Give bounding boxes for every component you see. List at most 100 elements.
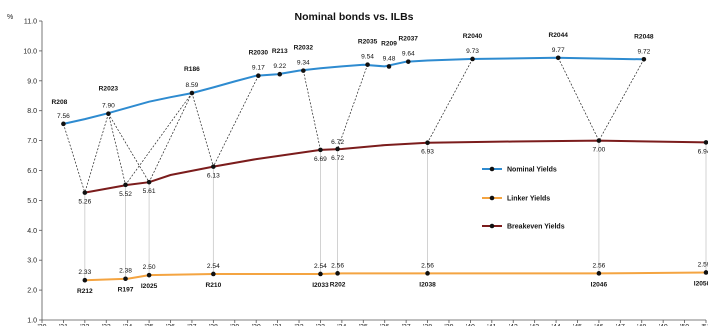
value-label: 5.26 (78, 199, 91, 206)
y-axis-label: % (7, 14, 13, 21)
dashed-connector (598, 59, 645, 141)
dashed-connector (302, 70, 321, 150)
x-tick-label: '50 (680, 324, 689, 326)
x-tick-label: '38 (423, 324, 432, 326)
bond-label: R208 (52, 99, 68, 106)
y-tick-label: 8.0 (27, 108, 37, 115)
x-tick-label: '27 (187, 324, 196, 326)
x-tick-label: '23 (102, 324, 111, 326)
x-tick-label: '45 (573, 324, 582, 326)
bond-label: R2040 (463, 33, 483, 40)
data-point (61, 121, 66, 127)
data-point (318, 271, 323, 277)
y-tick-label: 5.0 (27, 198, 37, 205)
data-point (123, 276, 128, 282)
value-label: 7.00 (592, 147, 605, 154)
value-label: 9.48 (383, 55, 396, 62)
data-point (703, 270, 708, 275)
value-label: 9.54 (361, 54, 374, 61)
legend-label: Breakeven Yields (507, 224, 565, 231)
x-tick-label: '20 (37, 324, 46, 326)
x-tick-label: '21 (59, 324, 68, 326)
value-label: 2.56 (592, 262, 605, 269)
data-point (82, 277, 88, 283)
bond-label: I2033 (312, 282, 329, 289)
value-label: 9.64 (402, 51, 415, 58)
dashed-connector (337, 64, 368, 150)
data-point (425, 271, 430, 276)
data-point (596, 271, 602, 276)
dashed-connector (84, 113, 109, 193)
x-tick-label: '33 (316, 324, 325, 326)
dashed-connector (557, 57, 600, 141)
dashed-connector (427, 58, 473, 143)
value-label: 5.61 (143, 188, 156, 195)
x-tick-label: '42 (509, 324, 518, 326)
data-point (256, 73, 261, 79)
x-tick-label: '22 (80, 324, 89, 326)
x-tick-label: '48 (637, 324, 646, 326)
data-markers (61, 55, 708, 283)
value-label: 2.54 (314, 263, 327, 270)
x-tick-label: '49 (659, 324, 668, 326)
dashed-connector (191, 92, 214, 167)
bond-label: R2048 (634, 33, 654, 40)
value-label: 6.13 (207, 173, 220, 180)
value-label: 9.77 (552, 47, 565, 54)
data-point (596, 138, 602, 143)
y-tick-label: 3.0 (27, 258, 37, 265)
legend: Nominal Yields Linker Yields Breakeven Yie… (482, 167, 565, 231)
data-point (470, 56, 475, 62)
bond-label: I2025 (141, 283, 158, 290)
value-label: 2.33 (78, 269, 91, 276)
value-label: 2.38 (119, 268, 132, 275)
value-label: 6.72 (331, 139, 344, 146)
x-tick-label: '26 (166, 324, 175, 326)
data-labels: 7.56 R208 7.90 R2023 8.59 R186 9.17 R2030 9.22 R2… (52, 32, 708, 295)
bond-label: R2032 (294, 45, 314, 52)
legend-marker (489, 166, 495, 172)
value-label: 7.90 (102, 103, 115, 110)
dashed-connector (148, 92, 193, 183)
bond-label: R209 (381, 40, 397, 47)
dashed-connector (63, 123, 86, 193)
data-point (555, 55, 561, 61)
bond-label: R213 (272, 48, 288, 55)
dashed-connector (108, 113, 150, 183)
bond-label: R212 (77, 288, 93, 295)
value-label: 5.52 (119, 191, 132, 198)
value-label: 2.56 (421, 262, 434, 269)
data-point (277, 71, 283, 77)
dashed-connector (125, 92, 193, 186)
x-tick-label: '36 (380, 324, 389, 326)
axes: 1.0 2.0 3.0 4.0 5.0 6.0 7.0 8.0 9.0 10.0 11.0 '20 '2… (23, 19, 708, 326)
x-tick-label: '41 (487, 324, 496, 326)
bond-label: R202 (330, 281, 346, 288)
data-point (146, 179, 152, 185)
data-point (405, 59, 411, 64)
bond-label: R186 (184, 66, 200, 73)
data-point (365, 62, 370, 67)
value-label: 6.94 (698, 148, 708, 155)
dashed-connector (213, 75, 259, 167)
value-label: 9.34 (297, 60, 310, 67)
connector-lines (63, 57, 707, 281)
x-tick-label: '39 (444, 324, 453, 326)
data-point (123, 182, 128, 188)
data-point (82, 190, 88, 195)
y-tick-label: 1.0 (27, 318, 37, 325)
value-label: 2.56 (331, 262, 344, 269)
data-point (335, 146, 340, 152)
value-label: 8.59 (186, 82, 199, 89)
y-tick-label: 6.0 (27, 168, 37, 175)
data-point (211, 164, 216, 169)
bond-label: R2037 (399, 36, 419, 43)
x-tick-label: '44 (552, 324, 561, 326)
data-point (189, 90, 195, 96)
x-tick-label: '47 (616, 324, 625, 326)
value-label: 9.17 (252, 65, 265, 72)
legend-marker (489, 223, 495, 229)
data-point (425, 140, 430, 145)
x-tick-label: '25 (145, 324, 154, 326)
x-tick-label: '28 (209, 324, 218, 326)
